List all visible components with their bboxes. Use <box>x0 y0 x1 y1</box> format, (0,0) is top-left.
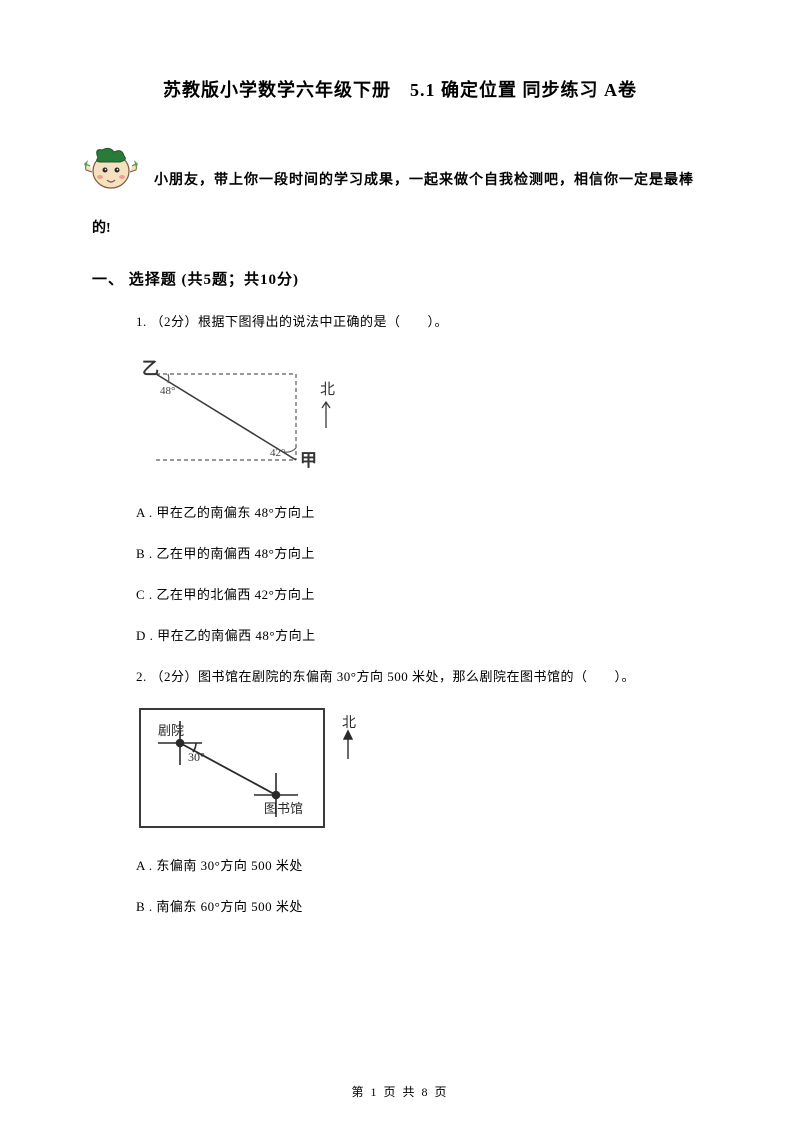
q2-angle: 30° <box>188 750 205 764</box>
q1-option-b: B . 乙在甲的南偏西 48°方向上 <box>136 543 708 562</box>
q1-label-north: 北 <box>320 381 335 398</box>
question-2-figure: 剧院 图书馆 30° 北 <box>136 705 708 833</box>
page-title: 苏教版小学数学六年级下册 5.1 确定位置 同步练习 A卷 <box>92 76 708 102</box>
q1-option-d: D . 甲在乙的南偏西 48°方向上 <box>136 625 708 644</box>
intro-text-line2: 的! <box>92 212 708 246</box>
q1-diagram: 乙 甲 48° 42° 北 <box>136 350 356 480</box>
section-header-1: 一、 选择题 (共5题；共10分) <box>92 268 708 289</box>
question-2-text: 2. （2分）图书馆在剧院的东偏南 30°方向 500 米处，那么剧院在图书馆的… <box>136 666 708 685</box>
page-footer: 第 1 页 共 8 页 <box>0 1083 800 1100</box>
q2-option-a: A . 东偏南 30°方向 500 米处 <box>136 855 708 874</box>
q2-diagram: 剧院 图书馆 30° 北 <box>136 705 368 833</box>
intro-row: 小朋友，带上你一段时间的学习成果，一起来做个自我检测吧，相信你一定是最棒 <box>92 138 708 200</box>
question-1-text: 1. （2分）根据下图得出的说法中正确的是（ ）。 <box>136 311 708 330</box>
question-1-figure: 乙 甲 48° 42° 北 <box>136 350 708 480</box>
mascot-icon <box>80 138 142 200</box>
q1-angle-bottom: 42° <box>270 447 285 459</box>
q1-angle-top: 48° <box>160 385 175 397</box>
q1-label-yi: 乙 <box>142 359 159 378</box>
q2-label-library: 图书馆 <box>264 801 303 816</box>
worksheet-page: 苏教版小学数学六年级下册 5.1 确定位置 同步练习 A卷 小朋友，带上你一段时… <box>0 0 800 977</box>
q2-option-b: B . 南偏东 60°方向 500 米处 <box>136 896 708 915</box>
q2-label-theater: 剧院 <box>158 723 184 738</box>
q1-option-c: C . 乙在甲的北偏西 42°方向上 <box>136 584 708 603</box>
q1-label-jia: 甲 <box>300 451 317 470</box>
q2-label-north: 北 <box>342 715 356 731</box>
intro-text-line1: 小朋友，带上你一段时间的学习成果，一起来做个自我检测吧，相信你一定是最棒 <box>154 164 694 200</box>
q1-option-a: A . 甲在乙的南偏东 48°方向上 <box>136 502 708 521</box>
